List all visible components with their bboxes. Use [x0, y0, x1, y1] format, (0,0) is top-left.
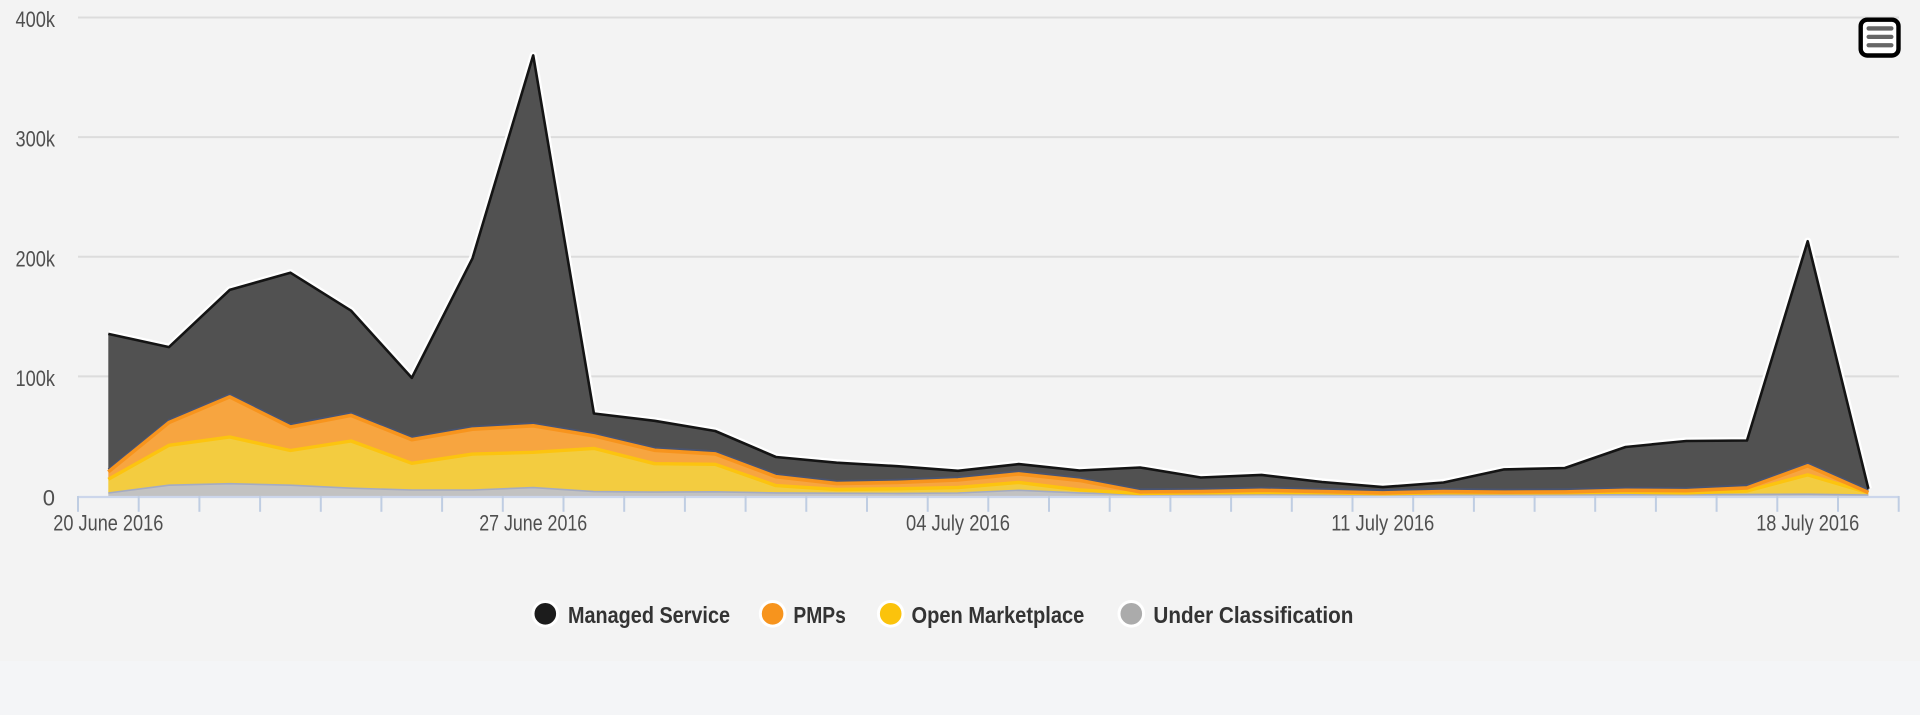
svg-text:400k: 400k [16, 7, 56, 32]
svg-text:20 June 2016: 20 June 2016 [53, 511, 163, 536]
svg-text:PMPs: PMPs [793, 602, 846, 628]
svg-text:Under Classification: Under Classification [1153, 602, 1353, 628]
svg-text:18 July 2016: 18 July 2016 [1756, 511, 1859, 536]
svg-text:200k: 200k [16, 246, 56, 271]
svg-text:100k: 100k [16, 366, 56, 391]
svg-text:Open Marketplace: Open Marketplace [912, 602, 1085, 628]
svg-text:04 July 2016: 04 July 2016 [906, 511, 1010, 536]
svg-text:Managed Service: Managed Service [568, 602, 730, 628]
svg-text:0: 0 [43, 486, 55, 511]
svg-text:300k: 300k [16, 127, 56, 152]
svg-text:27 June 2016: 27 June 2016 [479, 511, 587, 536]
svg-text:11 July 2016: 11 July 2016 [1331, 511, 1434, 536]
